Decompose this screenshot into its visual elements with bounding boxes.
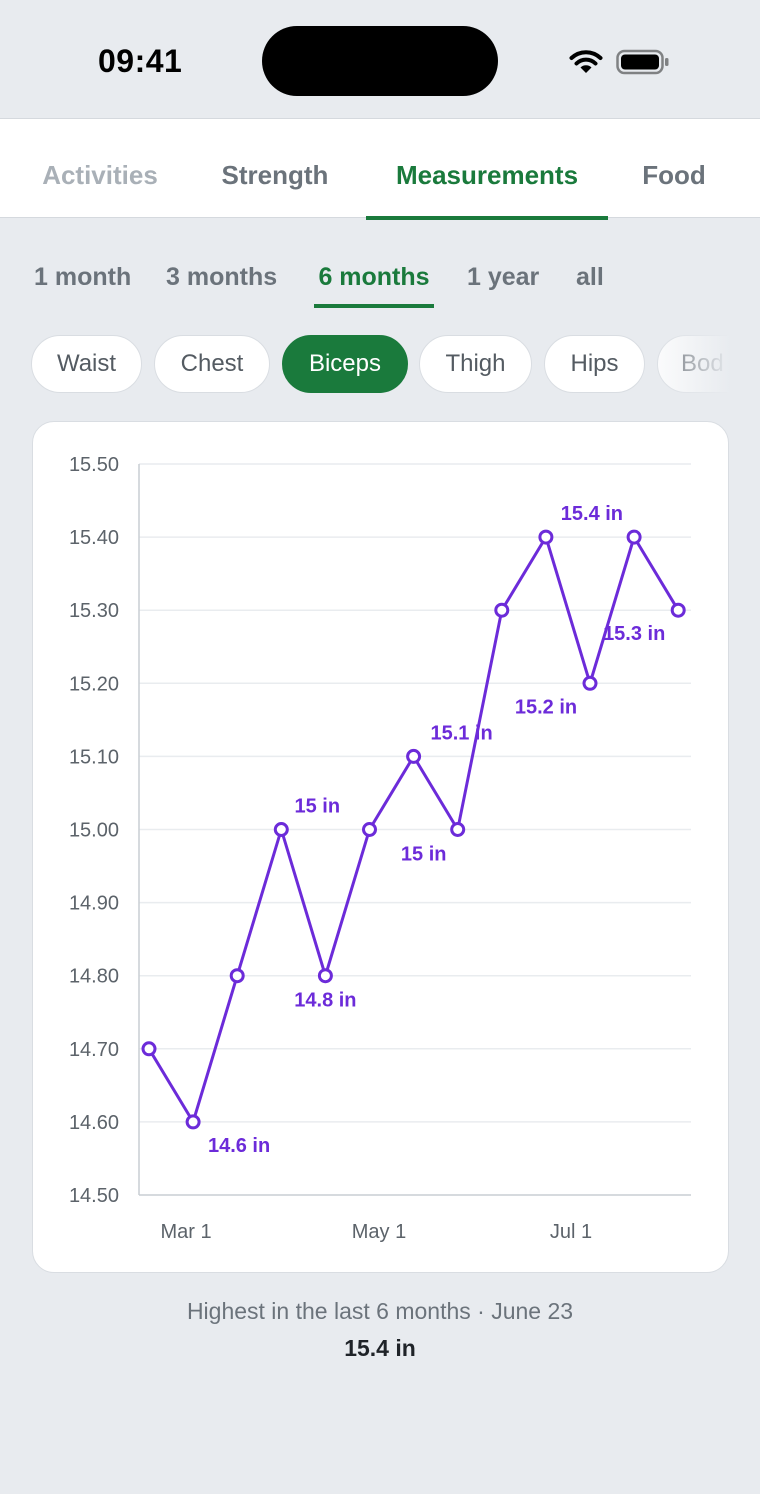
data-label: 14.8 in [294,990,356,1012]
y-tick-label: 14.60 [69,1112,119,1134]
data-point [406,748,422,764]
dynamic-island [262,26,498,96]
data-point [317,968,333,984]
data-point [141,1041,157,1057]
x-tick-label: Jul 1 [550,1221,592,1243]
top-tab-bar: Activities Strength Measurements Food [0,118,760,220]
summary-caption: Highest in the last 6 months · June 23 [186,1298,574,1324]
data-point [450,822,466,837]
status-time: 09:41 [98,43,183,79]
period-tab-6-months[interactable]: 6 months [314,256,434,308]
period-tab-3-months[interactable]: 3 months [166,263,278,291]
data-label: 15.2 in [515,696,577,718]
chip-chest[interactable]: Chest [154,335,270,393]
data-point [670,602,686,618]
biceps-line-chart: 15.50 15.40 15.30 15.20 15.10 15.00 14.90 14.80… [69,454,691,1243]
data-label: 15.3 in [603,623,665,645]
data-point [362,822,377,837]
y-tick-label: 14.50 [69,1185,119,1207]
summary-value: 15.4 in [344,1335,416,1361]
data-point [538,529,554,545]
chip-hips[interactable]: Hips [544,335,645,393]
data-point [494,602,510,618]
tab-measurements[interactable]: Measurements [366,119,608,220]
data-label: 15 in [401,844,447,866]
data-point [273,822,289,837]
y-tick-label: 15.30 [69,600,119,622]
data-point [229,968,245,984]
period-tab-1-year[interactable]: 1 year [467,263,540,291]
chip-waist[interactable]: Waist [31,335,142,393]
y-tick-label: 15.20 [69,673,119,695]
data-point [626,529,642,545]
period-tab-1-month[interactable]: 1 month [34,263,132,291]
y-tick-label: 14.70 [69,1039,119,1061]
chart-card: 15.50 15.40 15.30 15.20 15.10 15.00 14.90 14.80… [32,421,729,1273]
data-point [582,675,598,691]
y-tick-label: 15.40 [69,527,119,549]
y-tick-label: 14.80 [69,966,119,988]
x-tick-label: May 1 [352,1221,406,1243]
y-tick-label: 14.90 [69,893,119,915]
wifi-icon [569,50,603,73]
data-label: 14.6 in [208,1135,270,1157]
data-point [185,1114,201,1130]
y-tick-label: 15.50 [69,454,119,476]
status-bar: 09:41 [0,0,760,118]
tab-strength[interactable]: Strength [221,160,329,190]
battery-icon [616,49,669,75]
x-tick-label: Mar 1 [160,1221,211,1243]
data-label: 15.1 in [430,722,492,744]
tab-activities[interactable]: Activities [42,160,158,190]
y-tick-label: 15.00 [69,820,119,842]
chip-thigh[interactable]: Thigh [419,335,532,393]
data-label: 15 in [295,796,341,818]
y-tick-label: 15.10 [69,746,119,768]
tab-food[interactable]: Food [642,160,706,190]
period-tab-all[interactable]: all [576,263,604,291]
chip-biceps[interactable]: Biceps [282,335,408,393]
chip-body[interactable]: Bod [657,335,757,393]
data-label: 15.4 in [561,503,623,525]
